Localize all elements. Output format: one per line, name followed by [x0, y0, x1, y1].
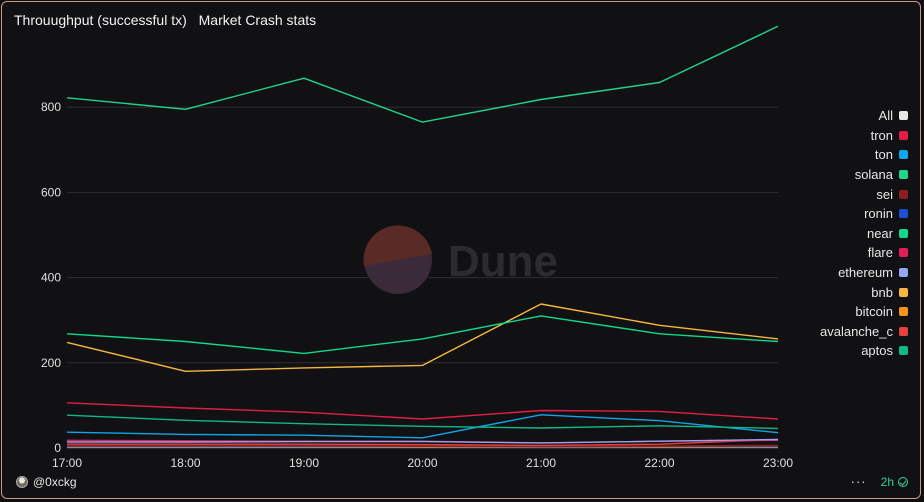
x-tick-label: 18:00	[170, 456, 200, 470]
legend-swatch	[899, 170, 908, 180]
x-tick-label: 20:00	[407, 456, 437, 470]
y-tick-label: 600	[41, 185, 61, 199]
series-line-solana	[66, 25, 779, 123]
legend: All tron ton solana sei ronin near flare ethereu…	[820, 106, 908, 361]
chart-header: Throuughput (successful tx) Market Crash…	[14, 12, 316, 28]
x-tick-label: 19:00	[289, 456, 319, 470]
series-line-bnb	[66, 303, 779, 372]
more-options-icon[interactable]: ···	[850, 474, 867, 489]
series-line-sei	[67, 444, 779, 447]
legend-item-solana[interactable]: solana	[820, 165, 908, 185]
legend-item-near[interactable]: near	[820, 224, 908, 244]
legend-label: ronin	[864, 206, 893, 222]
author-link[interactable]: @0xckg	[16, 475, 77, 489]
legend-item-tron[interactable]: tron	[820, 126, 908, 146]
watermark-logo-half	[363, 225, 432, 266]
legend-label: aptos	[861, 343, 893, 359]
author-name[interactable]: @0xckg	[33, 475, 77, 489]
legend-item-bitcoin[interactable]: bitcoin	[820, 302, 908, 322]
legend-item-ronin[interactable]: ronin	[820, 204, 908, 224]
legend-label: solana	[854, 167, 893, 183]
legend-label: sei	[876, 186, 893, 202]
legend-label: flare	[867, 245, 893, 261]
legend-item-ethereum[interactable]: ethereum	[820, 263, 908, 283]
legend-swatch	[899, 346, 908, 356]
legend-item-flare[interactable]: flare	[820, 243, 908, 263]
footer-controls: ··· 2h	[851, 474, 908, 489]
x-tick-label: 23:00	[763, 456, 793, 470]
series-line-avalanche-c	[67, 438, 779, 447]
series-line-ton	[66, 414, 779, 439]
legend-label: bitcoin	[855, 304, 893, 320]
legend-label: ton	[874, 147, 893, 163]
legend-swatch	[899, 248, 908, 258]
legend-swatch	[899, 189, 908, 199]
x-tick-label: 22:00	[644, 456, 674, 470]
avatar	[16, 476, 28, 488]
legend-item-bnb[interactable]: bnb	[820, 282, 908, 302]
y-tick-label: 200	[41, 356, 61, 370]
legend-swatch	[899, 268, 908, 278]
legend-swatch	[899, 130, 908, 140]
check-circle-icon	[898, 476, 908, 487]
series-line-aptos	[66, 414, 779, 430]
legend-label: avalanche_c	[820, 323, 893, 339]
chart-subtitle: Market Crash stats	[198, 12, 317, 28]
legend-swatch	[899, 111, 908, 121]
legend-label: near	[866, 225, 893, 241]
legend-label: ethereum	[838, 265, 893, 281]
legend-label: All	[878, 108, 893, 124]
legend-item-avalanche-c[interactable]: avalanche_c	[820, 322, 908, 342]
chart-title: Throuughput (successful tx)	[14, 12, 187, 28]
series-line-ethereum	[67, 438, 779, 444]
series-line-tron	[66, 402, 779, 420]
x-tick-label: 17:00	[52, 456, 82, 470]
legend-swatch	[899, 150, 908, 160]
dune-watermark: Dune	[363, 225, 558, 294]
legend-swatch	[899, 307, 908, 317]
y-tick-label: 0	[54, 441, 61, 455]
legend-swatch	[899, 287, 908, 297]
legend-item-aptos[interactable]: aptos	[820, 341, 908, 361]
legend-item-ton[interactable]: ton	[820, 145, 908, 165]
legend-item-all[interactable]: All	[820, 106, 908, 126]
legend-swatch	[899, 326, 908, 336]
x-tick-label: 21:00	[526, 456, 556, 470]
legend-label: bnb	[871, 284, 893, 300]
legend-swatch	[899, 228, 908, 238]
refresh-age: 2h	[880, 474, 894, 489]
legend-item-sei[interactable]: sei	[820, 184, 908, 204]
legend-swatch	[899, 209, 908, 219]
y-tick-label: 400	[41, 271, 61, 285]
y-tick-label: 800	[41, 100, 61, 114]
series-line-near	[66, 315, 779, 355]
legend-label: tron	[870, 127, 893, 143]
watermark-text: Dune	[448, 237, 558, 286]
